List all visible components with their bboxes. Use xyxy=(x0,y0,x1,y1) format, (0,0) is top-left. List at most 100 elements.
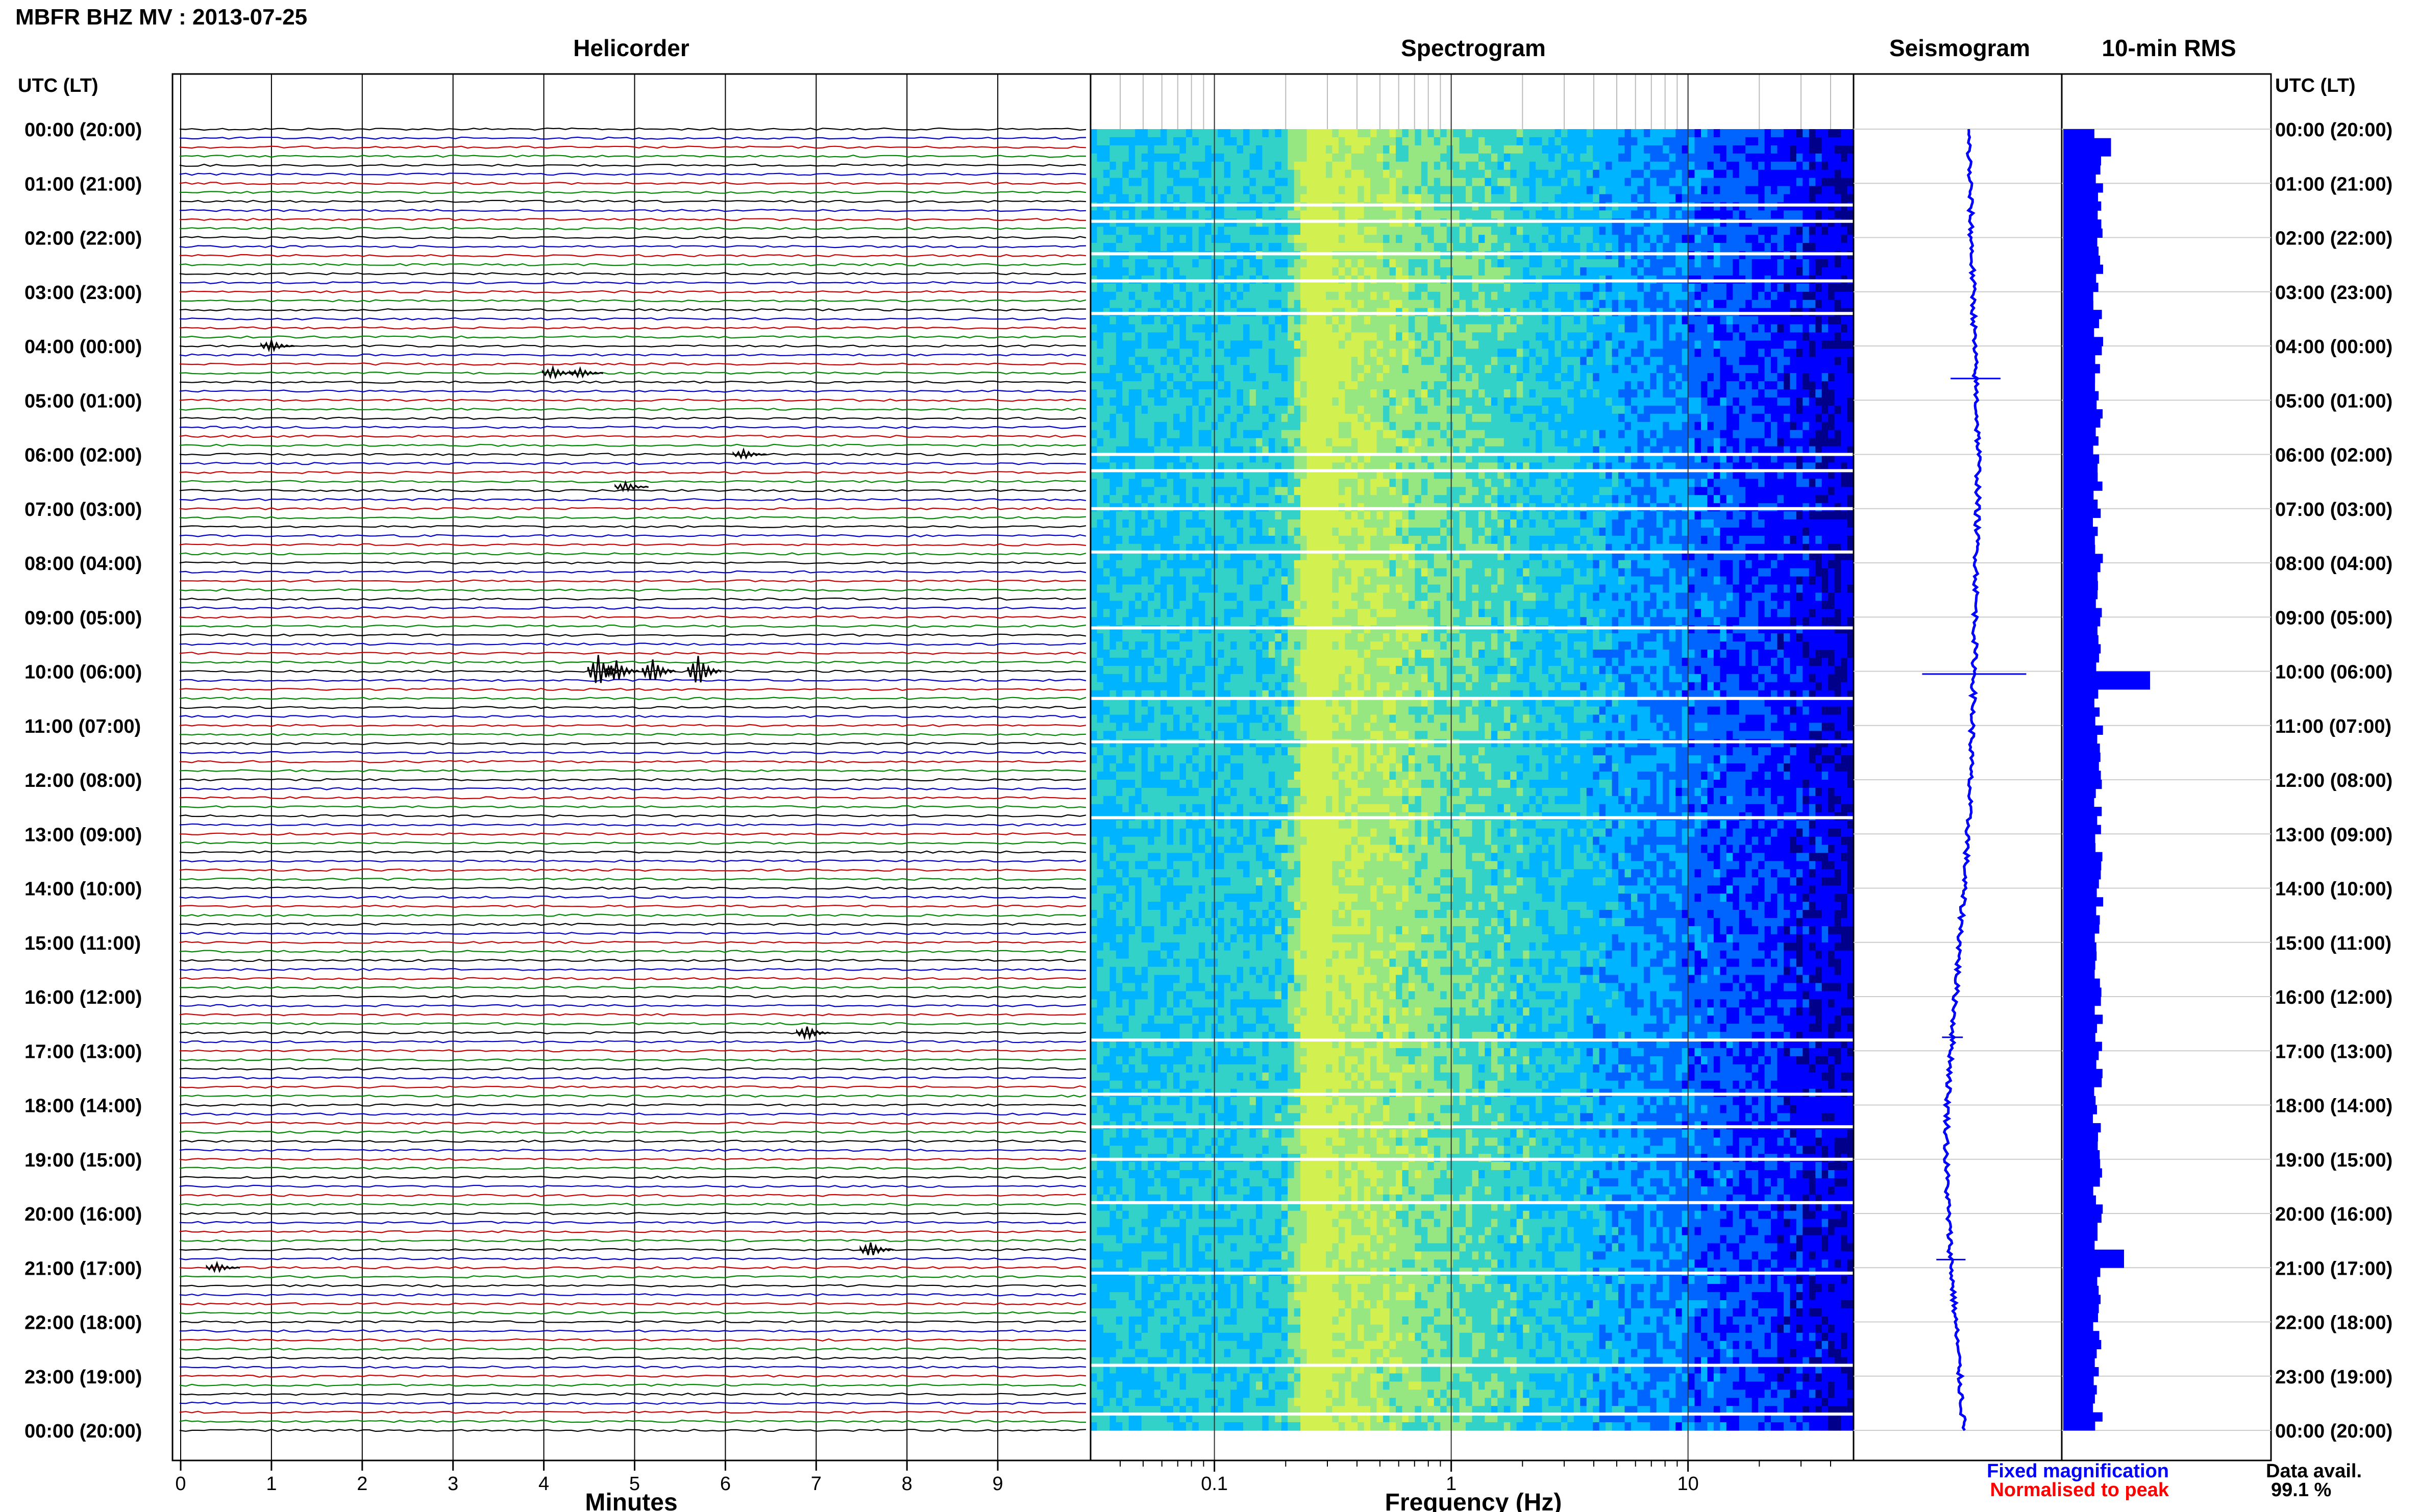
spectrogram-cell xyxy=(1752,259,1759,268)
spectrogram-cell xyxy=(1460,162,1466,170)
spectrogram-cell xyxy=(1173,235,1180,243)
spectrogram-cell xyxy=(1657,154,1663,162)
spectrogram-cell xyxy=(1644,137,1650,146)
spectrogram-cell xyxy=(1262,267,1269,276)
spectrogram-cell xyxy=(1497,162,1504,170)
spectrogram-cell xyxy=(1796,145,1803,154)
spectrogram-cell xyxy=(1453,300,1460,309)
spectrogram-cell xyxy=(1357,186,1364,195)
spectrogram-cell xyxy=(1606,243,1612,252)
spectrogram-cell xyxy=(1726,284,1733,292)
spectrogram-cell xyxy=(1364,145,1371,154)
spectrogram-cell xyxy=(1440,292,1447,301)
spectrogram-cell xyxy=(1580,235,1587,243)
spectrogram-cell xyxy=(1835,154,1841,162)
spectrogram-cell xyxy=(1237,178,1244,187)
spectrogram-cell xyxy=(1618,129,1625,138)
spectrogram-cell xyxy=(1815,235,1822,243)
spectrogram-cell xyxy=(1142,154,1148,162)
spectrogram-cell xyxy=(1460,194,1466,203)
spectrogram-cell xyxy=(1650,243,1657,252)
spectrogram-cell xyxy=(1161,137,1167,146)
spectrogram-cell xyxy=(1835,210,1841,219)
spectrogram-cell xyxy=(1714,178,1720,187)
spectrogram-cell xyxy=(1657,194,1663,203)
spectrogram-cell xyxy=(1708,178,1714,187)
spectrogram-cell xyxy=(1383,210,1390,219)
spectrogram-cell xyxy=(1460,292,1466,301)
spectrogram-cell xyxy=(1612,129,1619,138)
spectrogram-cell xyxy=(1179,284,1186,292)
spectrogram-cell xyxy=(1218,267,1224,276)
spectrogram-cell xyxy=(1510,259,1517,268)
spectrogram-cell xyxy=(1485,154,1491,162)
spectrogram-cell xyxy=(1637,243,1644,252)
spectrogram-cell xyxy=(1199,154,1205,162)
spectrogram-cell xyxy=(1625,292,1632,301)
spectrogram-cell xyxy=(1574,243,1581,252)
spectrogram-cell xyxy=(1351,292,1358,301)
spectrogram-cell xyxy=(1485,243,1491,252)
spectrogram-cell xyxy=(1669,194,1676,203)
spectrogram-cell xyxy=(1796,235,1803,243)
spectrogram-cell xyxy=(1364,292,1371,301)
spectrogram-cell xyxy=(1650,129,1657,138)
spectrogram-cell xyxy=(1440,267,1447,276)
spectrogram-cell xyxy=(1510,170,1517,179)
spectrogram-cell xyxy=(1708,154,1714,162)
spectrogram-cell xyxy=(1409,227,1415,235)
spectrogram-cell xyxy=(1720,227,1726,235)
spectrogram-cell xyxy=(1765,129,1771,138)
spectrogram-cell xyxy=(1199,243,1205,252)
spectrogram-cell xyxy=(1720,129,1726,138)
spectrogram-cell xyxy=(1109,316,1116,325)
spectrogram-cell xyxy=(1357,178,1364,187)
spectrogram-cell xyxy=(1815,300,1822,309)
spectrogram-cell xyxy=(1409,243,1415,252)
spectrogram-cell xyxy=(1421,235,1428,243)
spectrogram-cell xyxy=(1472,145,1479,154)
spectrogram-cell xyxy=(1339,178,1345,187)
spectrogram-cell xyxy=(1091,154,1097,162)
helicorder-tick-label: 3 xyxy=(448,1473,458,1495)
spectrogram-cell xyxy=(1714,170,1720,179)
spectrogram-cell xyxy=(1370,170,1377,179)
spectrogram-cell xyxy=(1402,194,1409,203)
spectrogram-cell xyxy=(1612,170,1619,179)
spectrogram-cell xyxy=(1733,235,1739,243)
spectrogram-cell xyxy=(1129,243,1136,252)
spectrogram-cell xyxy=(1453,129,1460,138)
spectrogram-cell xyxy=(1504,186,1511,195)
spectrogram-cell xyxy=(1733,162,1739,170)
spectrogram-cell xyxy=(1529,292,1536,301)
spectrogram-cell xyxy=(1657,210,1663,219)
spectrogram-cell xyxy=(1822,145,1829,154)
spectrogram-cell xyxy=(1237,267,1244,276)
spectrogram-cell xyxy=(1161,300,1167,309)
spectrogram-cell xyxy=(1256,292,1263,301)
spectrogram-cell xyxy=(1288,267,1294,276)
spectrogram-cell xyxy=(1669,210,1676,219)
spectrogram-cell xyxy=(1148,243,1154,252)
spectrogram-cell xyxy=(1116,300,1123,309)
spectrogram-cell xyxy=(1618,227,1625,235)
spectrogram-cell xyxy=(1529,284,1536,292)
spectrogram-cell xyxy=(1828,292,1835,301)
spectrogram-cell xyxy=(1675,210,1682,219)
spectrogram-cell xyxy=(1542,300,1549,309)
spectrogram-cell xyxy=(1357,300,1364,309)
spectrogram-cell xyxy=(1103,170,1110,179)
spectrogram-cell xyxy=(1478,137,1485,146)
spectrogram-cell xyxy=(1745,300,1752,309)
spectrogram-cell xyxy=(1758,300,1765,309)
spectrogram-cell xyxy=(1745,227,1752,235)
spectrogram-cell xyxy=(1510,227,1517,235)
spectrogram-cell xyxy=(1523,292,1529,301)
spectrogram-cell xyxy=(1377,243,1384,252)
spectrogram-cell xyxy=(1517,292,1523,301)
spectrogram-cell xyxy=(1300,300,1307,309)
spectrogram-cell xyxy=(1161,243,1167,252)
helicorder-tick-label: 6 xyxy=(720,1473,731,1495)
spectrogram-cell xyxy=(1313,186,1320,195)
spectrogram-cell xyxy=(1574,162,1581,170)
